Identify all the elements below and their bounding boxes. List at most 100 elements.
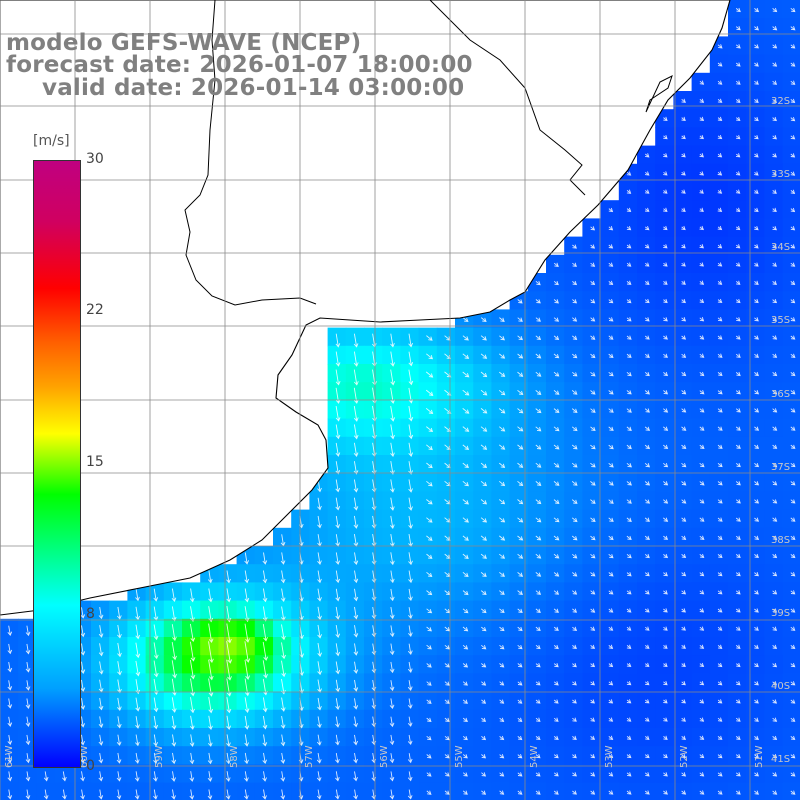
wind-arrow — [626, 499, 632, 504]
wind-arrow — [390, 387, 396, 404]
wind-arrow — [553, 499, 560, 505]
wind-arrow — [353, 497, 359, 511]
wind-arrow — [644, 207, 650, 212]
wind-arrow — [408, 607, 413, 620]
wind-arrow — [772, 207, 777, 213]
wind-arrow — [663, 717, 668, 722]
wind-arrow — [717, 317, 723, 322]
wind-arrow — [335, 606, 341, 620]
wind-arrow — [553, 262, 559, 267]
wind-arrow — [790, 189, 796, 194]
wind-arrow — [480, 408, 488, 414]
wind-arrow — [426, 772, 432, 777]
wind-arrow — [772, 644, 778, 650]
speed-cell — [782, 291, 800, 310]
wind-arrow — [608, 790, 614, 795]
wind-arrow — [426, 535, 433, 541]
wind-arrow — [681, 680, 686, 686]
wind-arrow — [189, 659, 196, 680]
longitude-label: 57W — [304, 745, 315, 768]
wind-arrow — [535, 335, 542, 341]
wind-arrow — [608, 772, 614, 777]
wind-arrow — [608, 335, 614, 340]
wind-arrow — [408, 497, 413, 511]
wind-arrow — [754, 80, 759, 85]
wind-arrow — [426, 717, 432, 723]
wind-arrow — [626, 426, 632, 431]
wind-arrow — [735, 262, 741, 267]
wind-arrow — [608, 244, 614, 249]
wind-arrow — [717, 644, 723, 649]
wind-arrow — [262, 771, 268, 782]
wind-arrow — [772, 608, 778, 613]
wind-arrow — [80, 716, 86, 728]
wind-arrow — [608, 735, 614, 740]
wind-arrow — [572, 772, 577, 777]
wind-arrow — [226, 734, 231, 747]
wind-arrow — [189, 588, 195, 603]
wind-arrow — [481, 717, 487, 722]
wind-arrow — [189, 623, 196, 643]
wind-arrow — [735, 553, 741, 559]
wind-arrow — [462, 535, 469, 541]
colorbar-tick-8: 8 — [86, 606, 95, 622]
wind-arrow — [116, 734, 122, 746]
wind-arrow — [681, 317, 687, 322]
speed-cell — [782, 0, 800, 19]
wind-arrow — [735, 626, 741, 631]
wind-arrow — [735, 7, 741, 13]
wind-arrow — [553, 790, 559, 795]
wind-arrow — [772, 135, 777, 140]
wind-arrow — [572, 572, 578, 577]
wind-arrow — [663, 444, 669, 450]
wind-arrow — [535, 371, 542, 377]
longitude-label: 56W — [379, 745, 390, 768]
wind-arrow — [572, 644, 577, 650]
wind-arrow — [663, 680, 668, 686]
speed-cell — [782, 364, 800, 383]
wind-arrow — [553, 681, 559, 686]
wind-arrow — [790, 7, 796, 13]
wind-arrow — [481, 663, 487, 668]
wind-arrow — [353, 552, 359, 566]
wind-arrow — [572, 317, 578, 322]
wind-arrow — [644, 499, 651, 504]
wind-arrow — [644, 408, 650, 413]
wind-arrow — [699, 717, 705, 722]
wind-arrow — [80, 679, 86, 692]
wind-arrow — [681, 426, 687, 431]
latitude-label: 34S — [771, 242, 790, 253]
wind-arrow — [499, 772, 505, 777]
wind-arrow — [699, 753, 705, 759]
wind-arrow — [790, 644, 796, 650]
wind-arrow — [681, 735, 686, 740]
wind-arrow — [735, 353, 741, 358]
wind-arrow — [408, 588, 413, 602]
wind-arrow — [481, 754, 487, 759]
wind-arrow — [772, 7, 778, 13]
wind-arrow — [699, 262, 704, 267]
wind-arrow — [590, 317, 596, 322]
wind-arrow — [735, 681, 741, 686]
wind-arrow — [608, 699, 614, 704]
wind-arrow — [699, 244, 704, 249]
wind-arrow — [699, 571, 705, 577]
wind-arrow — [717, 298, 723, 304]
wind-arrow — [735, 408, 741, 413]
wind-arrow — [444, 735, 450, 741]
wind-arrow — [335, 424, 341, 440]
wind-arrow — [699, 98, 705, 103]
wind-arrow — [626, 735, 632, 740]
wind-arrow — [408, 552, 413, 566]
wind-arrow — [462, 790, 468, 795]
speed-cell — [782, 564, 800, 583]
latitude-label: 37S — [771, 462, 790, 473]
wind-arrow — [626, 371, 632, 377]
wind-arrow — [553, 517, 560, 523]
wind-arrow — [681, 571, 687, 577]
wind-arrow — [135, 624, 141, 640]
wind-arrow — [717, 62, 723, 67]
wind-arrow — [353, 387, 359, 404]
wind-arrow — [390, 351, 396, 367]
wind-arrow — [25, 662, 31, 673]
